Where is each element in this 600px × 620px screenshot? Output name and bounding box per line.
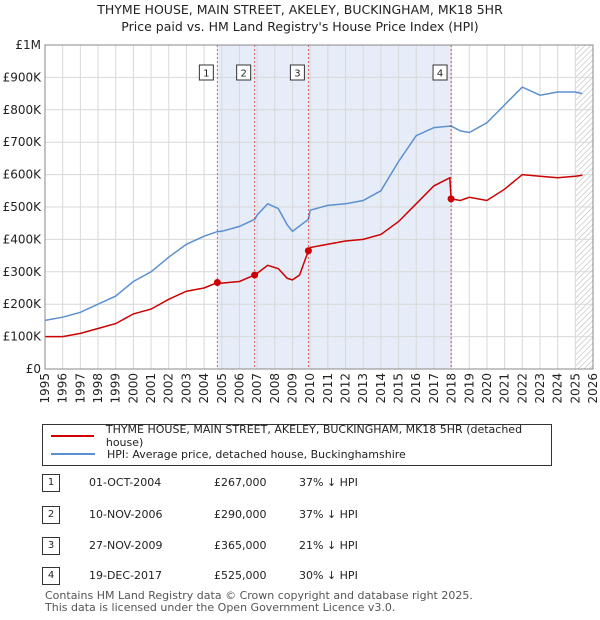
sale-label: 3 bbox=[294, 69, 300, 80]
transaction-row: 4 19-DEC-2017 £525,000 30% ↓ HPI bbox=[42, 567, 542, 585]
x-tick-label: 2014 bbox=[374, 373, 388, 404]
x-tick-label: 2006 bbox=[232, 373, 246, 404]
x-tick-label: 2003 bbox=[179, 373, 193, 404]
y-tick-label: £200K bbox=[3, 297, 43, 311]
y-tick-label: £900K bbox=[3, 70, 43, 84]
transaction-date: 27-NOV-2009 bbox=[89, 539, 163, 552]
y-tick-label: £300K bbox=[3, 265, 43, 279]
x-tick-label: 2019 bbox=[462, 373, 476, 404]
x-tick-label: 2025 bbox=[568, 373, 582, 404]
chart-subtitle: Price paid vs. HM Land Registry's House … bbox=[121, 19, 479, 34]
x-tick-label: 2020 bbox=[480, 373, 494, 404]
sale-label-box bbox=[198, 64, 214, 81]
x-tick-label: 2010 bbox=[303, 373, 317, 404]
x-tick-label: 2008 bbox=[268, 373, 282, 404]
sale-label-box bbox=[432, 64, 448, 81]
transaction-delta: 37% ↓ HPI bbox=[299, 476, 358, 489]
y-tick-label: £800K bbox=[3, 103, 43, 117]
transaction-row: 3 27-NOV-2009 £365,000 21% ↓ HPI bbox=[42, 537, 542, 555]
y-tick-label: £600K bbox=[3, 168, 43, 182]
x-tick-label: 2001 bbox=[144, 373, 158, 404]
transaction-price: £290,000 bbox=[214, 508, 267, 521]
chart-legend: THYME HOUSE, MAIN STREET, AKELEY, BUCKIN… bbox=[42, 423, 552, 466]
hpi-line bbox=[44, 86, 583, 322]
legend-swatch-hpi bbox=[51, 453, 95, 455]
x-tick-label: 2022 bbox=[515, 373, 529, 404]
y-tick-label: £0 bbox=[26, 362, 41, 376]
transaction-number: 1 bbox=[42, 474, 60, 492]
x-tick-label: 1997 bbox=[73, 373, 87, 404]
y-tick-label: £100K bbox=[3, 330, 43, 344]
x-tick-label: 2016 bbox=[409, 373, 423, 404]
price-chart: 1 2 3 4 £0 £100K £200K £300K £400K £500K £600K £70… bbox=[3, 38, 600, 404]
transaction-delta: 37% ↓ HPI bbox=[299, 508, 358, 521]
property-price-line bbox=[45, 173, 583, 338]
x-tick-label: 2017 bbox=[427, 373, 441, 404]
transaction-price: £525,000 bbox=[214, 569, 267, 582]
sale-label: 4 bbox=[437, 69, 443, 80]
x-tick-label: 1995 bbox=[38, 373, 52, 404]
x-tick-label: 2018 bbox=[445, 373, 459, 404]
x-tick-label: 1996 bbox=[56, 373, 70, 404]
transaction-number: 2 bbox=[42, 506, 60, 524]
x-tick-label: 2013 bbox=[356, 373, 370, 404]
sale-point bbox=[304, 247, 312, 255]
transaction-price: £365,000 bbox=[214, 539, 267, 552]
sale-label: 2 bbox=[240, 69, 246, 80]
transaction-date: 19-DEC-2017 bbox=[89, 569, 163, 582]
footer-licence: This data is licensed under the Open Gov… bbox=[45, 601, 396, 614]
x-tick-label: 2002 bbox=[162, 373, 176, 404]
sale-label-box bbox=[289, 64, 305, 81]
transaction-price: £267,000 bbox=[214, 476, 267, 489]
y-tick-label: £700K bbox=[3, 135, 43, 149]
x-tick-label: 1999 bbox=[109, 373, 123, 404]
transaction-delta: 21% ↓ HPI bbox=[299, 539, 358, 552]
transaction-row: 2 10-NOV-2006 £290,000 37% ↓ HPI bbox=[42, 506, 542, 524]
transaction-date: 10-NOV-2006 bbox=[89, 508, 163, 521]
transaction-number: 4 bbox=[42, 567, 60, 585]
y-tick-label: £1M bbox=[15, 38, 41, 52]
x-tick-label: 2011 bbox=[321, 373, 335, 404]
x-tick-label: 2021 bbox=[498, 373, 512, 404]
legend-item-hpi: HPI: Average price, detached house, Buck… bbox=[51, 446, 406, 462]
y-tick-label: £400K bbox=[3, 232, 43, 246]
transaction-date: 01-OCT-2004 bbox=[89, 476, 162, 489]
sale-label: 1 bbox=[203, 69, 209, 80]
chart-title: THYME HOUSE, MAIN STREET, AKELEY, BUCKIN… bbox=[97, 2, 503, 17]
y-tick-label: £500K bbox=[3, 200, 43, 214]
transaction-row: 1 01-OCT-2004 £267,000 37% ↓ HPI bbox=[42, 474, 542, 492]
x-tick-label: 1998 bbox=[91, 373, 105, 404]
sale-label-box bbox=[236, 64, 252, 81]
plot-frame bbox=[44, 44, 594, 370]
sale-point bbox=[447, 195, 455, 203]
x-tick-label: 2024 bbox=[551, 373, 565, 404]
x-tick-label: 2007 bbox=[250, 373, 264, 404]
sale-point bbox=[251, 271, 259, 279]
x-tick-label: 2026 bbox=[586, 373, 600, 404]
legend-label-hpi: HPI: Average price, detached house, Buck… bbox=[107, 447, 406, 461]
transaction-number: 3 bbox=[42, 537, 60, 555]
x-tick-label: 2015 bbox=[392, 373, 406, 404]
x-tick-label: 2012 bbox=[339, 373, 353, 404]
footer-copyright: Contains HM Land Registry data © Crown c… bbox=[45, 589, 473, 602]
x-tick-label: 2004 bbox=[197, 373, 211, 404]
legend-swatch-property bbox=[51, 435, 94, 437]
x-tick-label: 2009 bbox=[285, 373, 299, 404]
transaction-delta: 30% ↓ HPI bbox=[299, 569, 358, 582]
x-tick-label: 2005 bbox=[215, 373, 229, 404]
x-tick-label: 2000 bbox=[126, 373, 140, 404]
sale-point bbox=[213, 278, 221, 286]
x-tick-label: 2023 bbox=[533, 373, 547, 404]
legend-label-property: THYME HOUSE, MAIN STREET, AKELEY, BUCKIN… bbox=[105, 423, 523, 449]
legend-item-property: THYME HOUSE, MAIN STREET, AKELEY, BUCKIN… bbox=[51, 423, 551, 449]
